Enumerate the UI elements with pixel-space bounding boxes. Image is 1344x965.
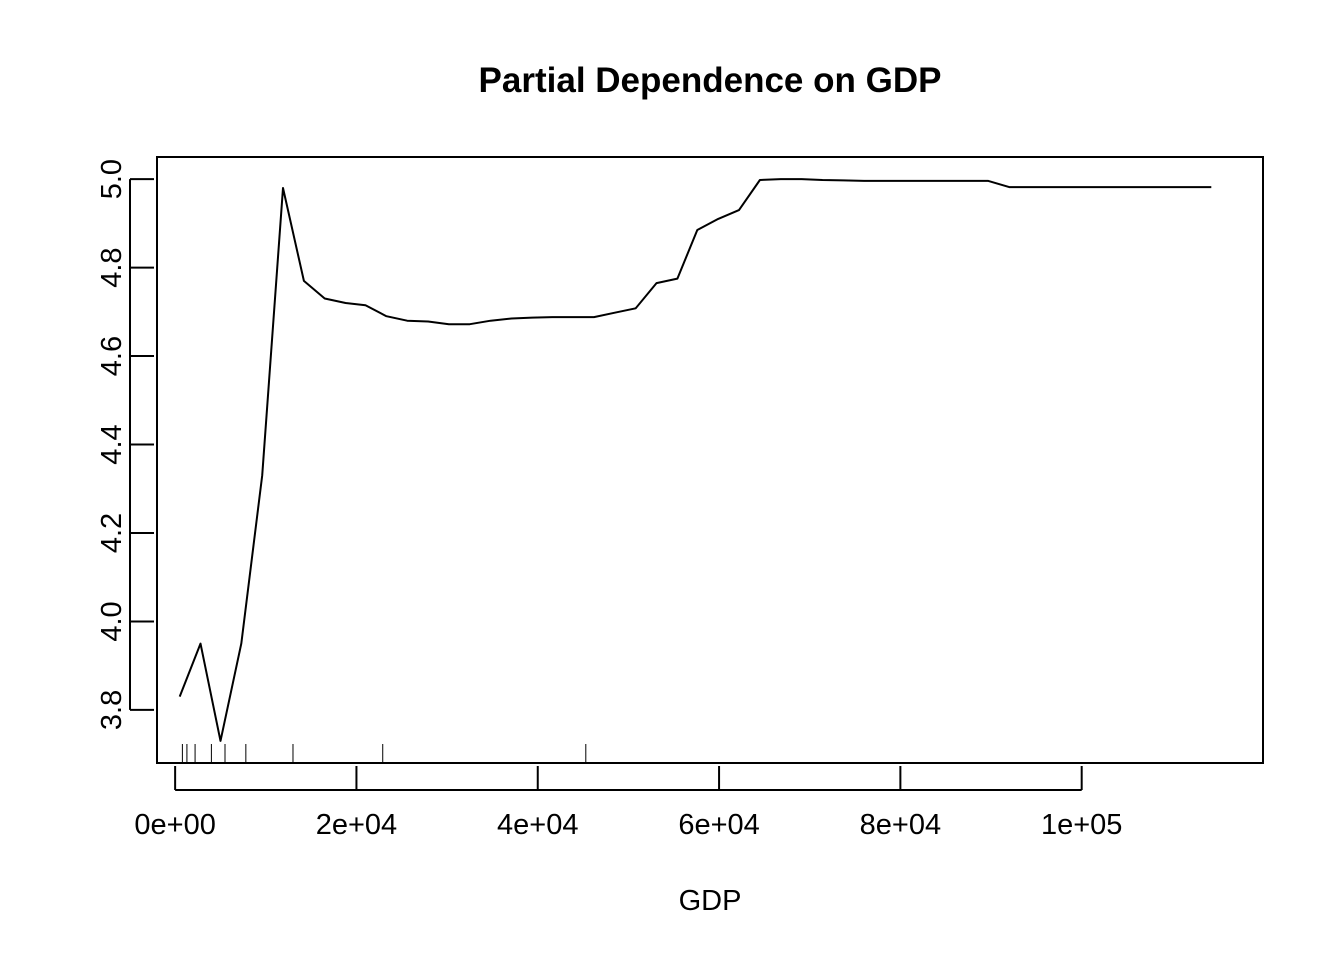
y-tick-label: 4.0 <box>96 601 128 641</box>
x-tick-label: 2e+04 <box>316 809 397 841</box>
y-tick-label: 4.2 <box>96 513 128 553</box>
y-tick-label: 4.6 <box>96 336 128 376</box>
x-axis-label: GDP <box>679 885 742 917</box>
y-tick-label: 4.4 <box>96 424 128 464</box>
y-tick-label: 3.8 <box>96 690 128 730</box>
x-tick-label: 4e+04 <box>497 809 578 841</box>
x-axis: 0e+00 2e+04 4e+04 6e+04 8e+04 1e+05 <box>134 766 1122 841</box>
plot-frame <box>156 156 1264 764</box>
x-tick-label: 6e+04 <box>678 809 759 841</box>
x-tick-label: 0e+00 <box>134 809 215 841</box>
y-axis: 3.8 4.0 4.2 4.4 4.6 4.8 5.0 <box>96 159 154 730</box>
y-tick-label: 5.0 <box>96 159 128 199</box>
y-tick-label: 4.8 <box>96 247 128 287</box>
series-layer <box>178 178 1212 742</box>
series-line <box>178 178 1212 742</box>
chart-title: Partial Dependence on GDP <box>479 61 942 100</box>
x-tick-label: 8e+04 <box>860 809 941 841</box>
x-tick-label: 1e+05 <box>1041 809 1122 841</box>
rug-marks <box>181 744 587 763</box>
